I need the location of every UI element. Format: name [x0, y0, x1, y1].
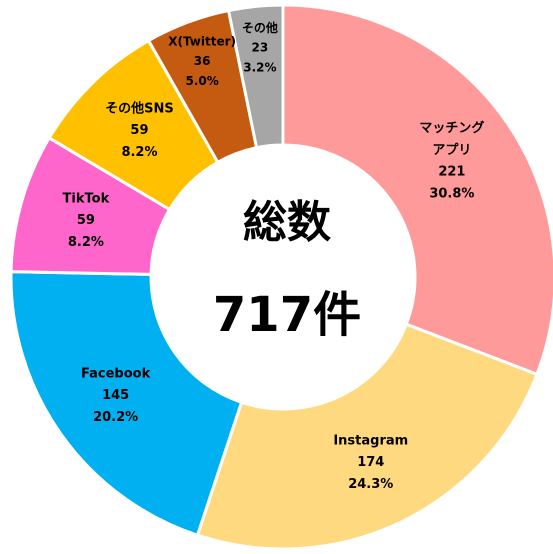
value-label: 59	[130, 123, 148, 138]
slice	[281, 3, 553, 377]
category-label: X(Twitter)	[168, 34, 236, 48]
category-label: マッチングアプリ	[419, 119, 484, 157]
value-label: 145	[102, 388, 129, 403]
slice	[9, 270, 244, 538]
percentage-label: 24.3%	[348, 477, 393, 492]
percentage-label: 8.2%	[68, 235, 104, 250]
slices	[9, 3, 553, 551]
value-label: 174	[357, 455, 384, 470]
slice	[195, 322, 539, 551]
percentage-label: 8.2%	[121, 145, 157, 160]
percentage-label: 20.2%	[93, 410, 138, 425]
percentage-label: 3.2%	[243, 61, 276, 75]
percentage-label: 5.0%	[185, 74, 218, 88]
value-label: 221	[438, 164, 465, 179]
category-label: Instagram	[333, 433, 408, 448]
value-label: 59	[77, 213, 95, 228]
value-label: 23	[252, 41, 269, 55]
value-label: 36	[194, 54, 211, 68]
slice	[226, 3, 285, 150]
category-label: その他	[242, 20, 278, 35]
percentage-label: 30.8%	[429, 186, 474, 201]
category-label: Facebook	[81, 366, 151, 381]
labels: マッチングアプリ 221 30.8% Instagram 174 24.3% Faceboo…	[63, 20, 485, 492]
center-total: 717件	[213, 287, 361, 343]
category-label: その他SNS	[105, 100, 174, 116]
center-title: 総数	[243, 197, 331, 248]
category-label: TikTok	[63, 191, 110, 206]
